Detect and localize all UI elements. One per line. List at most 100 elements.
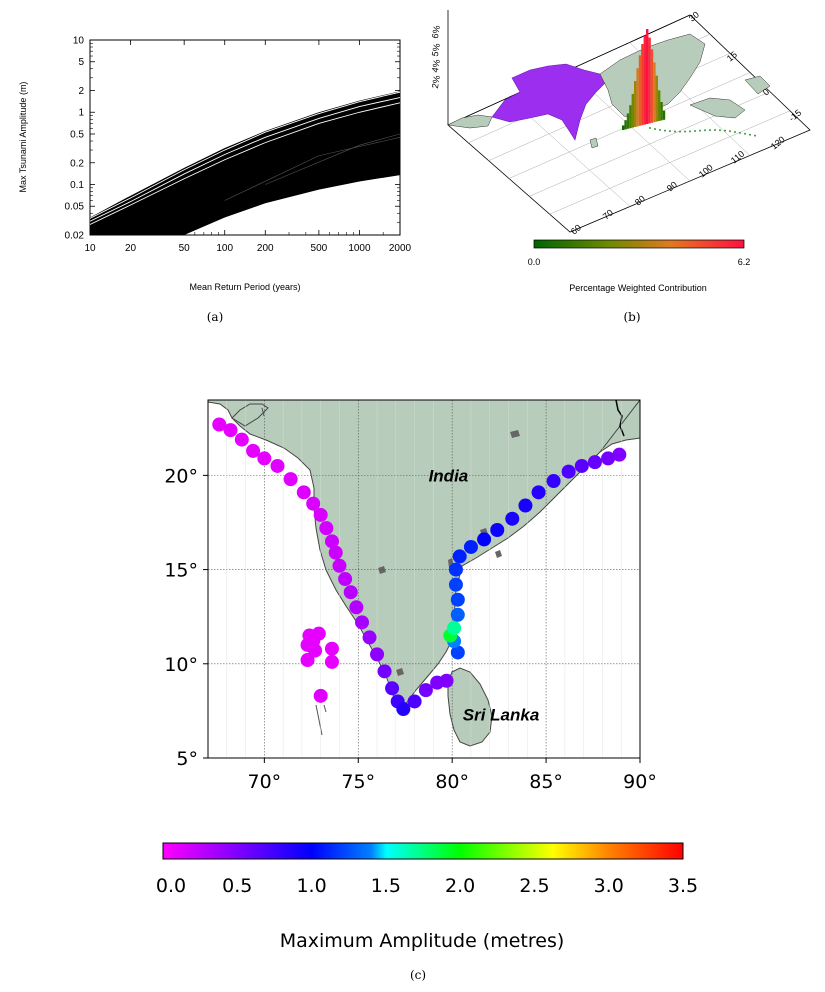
panel-b-source-dot <box>749 133 751 136</box>
panel-c-colorbar-tick-label: 0.5 <box>222 875 252 897</box>
panel-c-colorbar-tick-label: 2.5 <box>519 875 549 897</box>
panel-a-inner-curve <box>224 137 400 201</box>
panel-b-source-dot <box>709 129 711 132</box>
panel-c-label-sri-lanka: Sri Lanka <box>463 706 540 725</box>
panel-c-colorbar-tick-label: 1.5 <box>371 875 401 897</box>
panel-a-highlighted-curve <box>90 91 400 219</box>
panel-c-map-frame <box>207 399 641 759</box>
panel-b-source-dot <box>674 130 676 133</box>
panel-b-lon-tick-label: 90 <box>665 179 679 193</box>
panel-a-y-tick-label: 0.2 <box>70 158 84 169</box>
panel-a-y-tick-label: 10 <box>73 36 85 47</box>
panel-c-amplitude-point <box>450 645 465 660</box>
panel-c-amplitude-point <box>308 643 323 658</box>
panel-c-y-tick-label: 15° <box>164 560 198 582</box>
panel-c-amplitude-point <box>477 532 492 547</box>
panel-c-colorbar-tick-label: 3.5 <box>668 875 698 897</box>
panel-b-source-dot <box>679 130 681 133</box>
panel-c-amplitude-point <box>546 474 561 489</box>
panel-c-amplitude-point <box>270 458 285 473</box>
panel-c-amplitude-point <box>418 683 433 698</box>
panel-b-bar <box>631 93 634 128</box>
panel-b-colorbar <box>533 239 745 249</box>
panel-b-bar <box>626 113 630 129</box>
panel-b-india-landmass <box>491 63 609 141</box>
panel-a-highlighted-curve <box>90 97 400 222</box>
panel-c-x-tick-label: 90° <box>623 771 657 793</box>
panel-a-curves <box>90 91 400 235</box>
panel-c-amplitude-point <box>338 572 353 586</box>
panel-b-bars <box>622 29 756 137</box>
panel-b-z-tick-label: 2% <box>430 75 442 90</box>
panel-c-amplitude-point <box>311 626 326 641</box>
panel-c-amplitude-point <box>448 562 463 577</box>
panel-b-source-dot <box>714 129 716 132</box>
panel-c-amplitude-point <box>447 620 462 635</box>
panel-c-x-tick-label: 85° <box>529 771 563 793</box>
panel-a-y-axis-label: Max Tsunami Amplitude (m) <box>18 82 28 193</box>
panel-c-amplitude-point <box>448 577 463 592</box>
panel-b-z-tick-label: 6% <box>430 25 442 40</box>
panel-c-amplitude-point <box>324 641 339 656</box>
panel-b-source-dot <box>669 130 671 133</box>
panel-b-bar <box>655 75 658 122</box>
panel-b-bar <box>636 68 639 127</box>
panel-c-amplitude-point <box>343 585 358 600</box>
panel-a-y-tick-label: 0.1 <box>70 180 84 191</box>
panel-c-amplitude-point <box>531 485 546 500</box>
panel-c-amplitude-point <box>349 600 364 615</box>
panel-a-x-tick-label: 500 <box>311 243 328 254</box>
panel-a-caption: (a) <box>207 310 224 324</box>
panel-b-lat-tick-label: 15 <box>725 49 739 63</box>
panel-c-amplitude-point <box>450 607 465 622</box>
panel-c-amplitude-point <box>300 653 315 668</box>
panel-c-amplitude-point <box>587 455 602 470</box>
panel-b-bar <box>643 35 646 125</box>
panel-b-bar <box>641 43 644 126</box>
panel-b-source-dot <box>739 131 741 134</box>
panel-b-bar <box>660 102 663 121</box>
panel-a-y-tick-label: 1 <box>78 108 84 119</box>
panel-a-highlighted-curve <box>90 102 400 225</box>
panel-c-amplitude-point <box>385 681 400 696</box>
panel-a-x-tick-label: 10 <box>84 243 96 254</box>
panel-c-amplitude-point <box>283 472 298 487</box>
panel-b-source-dot <box>684 130 686 133</box>
panel-b-source-dot <box>649 127 651 129</box>
panel-c-amplitude-point <box>612 447 627 462</box>
panel-b-source-dot <box>729 130 731 133</box>
panel-b-islands <box>689 75 771 119</box>
panel-c-amplitude-point <box>234 432 249 447</box>
panel-c-x-tick-label: 80° <box>435 771 469 793</box>
panel-c-amplitude-points <box>212 417 627 717</box>
panel-b-source-dot <box>744 132 746 135</box>
panel-a-inner-curve <box>265 133 400 185</box>
panel-b-lat-tick-label: 30 <box>687 9 701 23</box>
panel-b-source-dot <box>754 134 756 137</box>
panel-c-amplitude-point <box>370 647 385 662</box>
panel-c-colorbar-ticks: 0.0 0.5 1.0 1.5 2.0 2.5 3.0 3.5 <box>156 875 698 897</box>
panel-b-colorbar-label: Percentage Weighted Contribution <box>569 283 706 293</box>
panel-c-amplitude-point <box>313 507 328 522</box>
panel-c-amplitude-point <box>452 549 467 564</box>
panel-c-amplitude-point <box>324 654 339 669</box>
panel-c-amplitude-point <box>306 496 321 511</box>
panel-c-amplitude-point <box>212 417 227 432</box>
panel-c-amplitude-point <box>561 464 576 479</box>
panel-c-amplitude-point <box>246 443 261 458</box>
panel-c-x-tick-label: 70° <box>248 771 282 793</box>
panel-c-amplitude-point <box>439 673 454 688</box>
panel-b-source-dot <box>689 130 691 133</box>
panel-b-bar <box>662 110 666 120</box>
panel-c-colorbar <box>162 842 684 860</box>
panel-c-sri-lanka <box>447 667 493 747</box>
panel-a-x-tick-label: 20 <box>125 243 137 254</box>
panel-c-amplitude-point <box>319 521 334 536</box>
panel-b-lat-tick-label: 0 <box>761 87 771 98</box>
panel-b-land-west <box>447 114 493 129</box>
panel-c-amplitude-point <box>407 694 422 709</box>
panel-c-caption: (c) <box>410 968 426 982</box>
panel-a-x-tick-label: 200 <box>257 243 274 254</box>
panel-b-caption: (b) <box>623 310 640 324</box>
panel-c-amplitude-point <box>505 511 520 526</box>
